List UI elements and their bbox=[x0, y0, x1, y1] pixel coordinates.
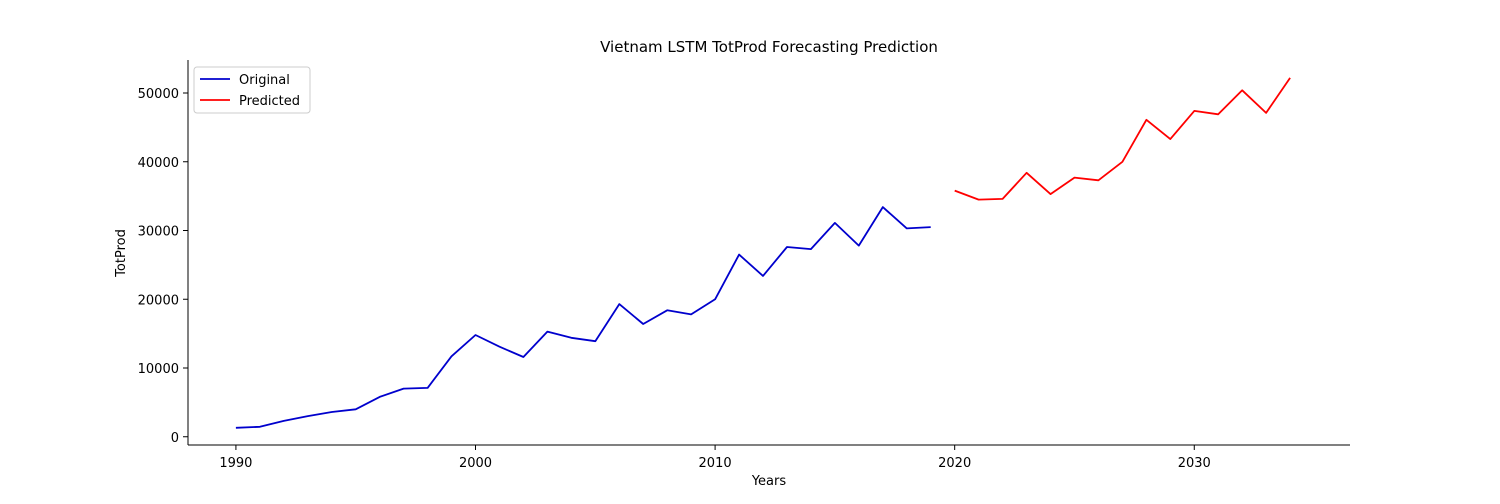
y-tick-label: 30000 bbox=[138, 225, 179, 240]
x-tick-label: 2010 bbox=[699, 456, 732, 471]
legend: Original Predicted bbox=[193, 66, 311, 114]
x-tick-label: 2020 bbox=[938, 456, 971, 471]
y-tick-label: 10000 bbox=[138, 362, 179, 377]
x-tick-label: 2030 bbox=[1178, 456, 1211, 471]
series-line-predicted bbox=[954, 77, 1291, 201]
axes: 1990 2000 2010 2020 2030 0 10000 20000 30000 4000… bbox=[138, 60, 1350, 471]
x-tick-label: 1990 bbox=[219, 456, 252, 471]
y-tick-label: 40000 bbox=[138, 156, 179, 171]
legend-label-predicted: Predicted bbox=[239, 94, 300, 109]
y-tick-label: 20000 bbox=[138, 293, 179, 308]
chart-title: Vietnam LSTM TotProd Forecasting Predict… bbox=[600, 38, 938, 56]
x-tick-label: 2000 bbox=[459, 456, 492, 471]
y-axis-label: TotProd bbox=[114, 229, 129, 278]
x-axis-label: Years bbox=[751, 474, 787, 489]
y-tick-label: 50000 bbox=[138, 87, 179, 102]
y-tick-label: 0 bbox=[171, 431, 179, 446]
series-line-original bbox=[235, 206, 931, 429]
series-layer bbox=[235, 77, 1291, 429]
legend-label-original: Original bbox=[239, 73, 290, 88]
